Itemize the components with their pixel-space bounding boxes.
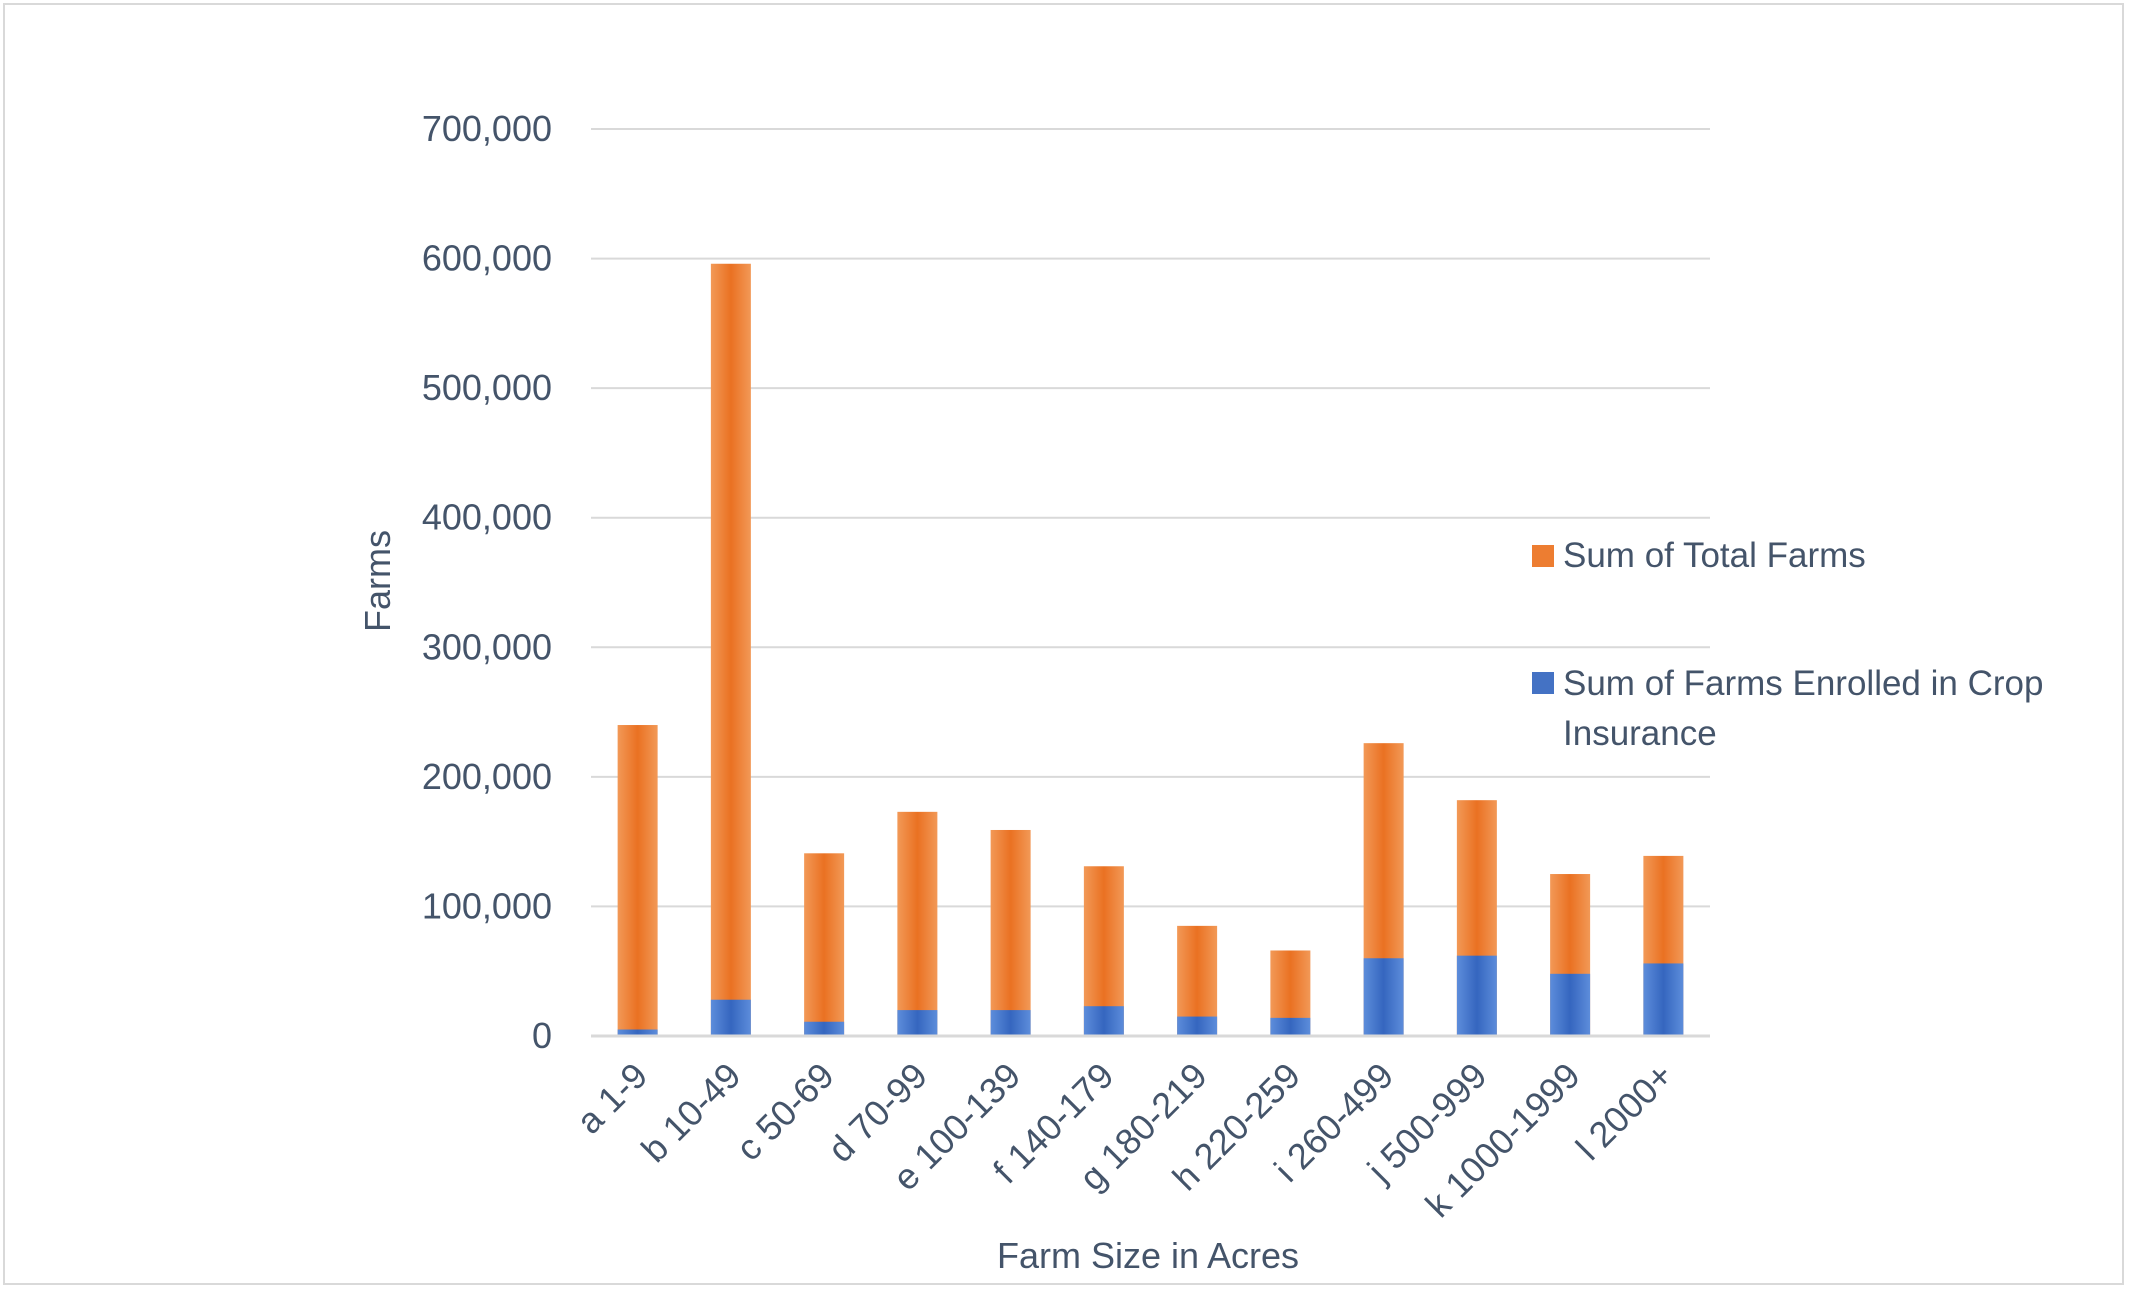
bar-enrolled-farms — [710, 999, 751, 1036]
y-tick-label: 400,000 — [422, 497, 552, 538]
y-axis-tick-labels: 0 100,000 200,000 300,000 400,000 500,000 600,… — [422, 108, 552, 1056]
legend-label-enrolled-line1: Sum of Farms Enrolled in Crop — [1563, 664, 2043, 703]
x-axis-title: Farm Size in Acres — [997, 1235, 1299, 1276]
x-tick-label: c 50-69 — [728, 1055, 842, 1169]
bar-enrolled-farms — [1363, 958, 1404, 1036]
y-tick-label: 0 — [532, 1015, 552, 1056]
bar-total-farms — [617, 725, 658, 1036]
x-tick-label: b 10-49 — [633, 1055, 748, 1170]
legend-label-total-farms: Sum of Total Farms — [1563, 536, 1866, 575]
y-tick-label: 600,000 — [422, 238, 552, 279]
y-tick-label: 700,000 — [422, 108, 552, 149]
legend: Sum of Total Farms Sum of Farms Enrolled… — [1532, 536, 2043, 753]
bar-total-farms — [804, 853, 845, 1036]
bar-enrolled-farms — [897, 1010, 938, 1036]
bar-total-farms — [710, 263, 751, 1036]
bar-total-farms — [990, 829, 1031, 1036]
bar-enrolled-farms — [1456, 955, 1497, 1036]
legend-swatch-enrolled-farms — [1532, 672, 1554, 694]
bar-enrolled-farms — [1083, 1006, 1124, 1036]
y-tick-label: 300,000 — [422, 626, 552, 667]
bar-enrolled-farms — [804, 1021, 845, 1036]
x-tick-label: a 1-9 — [568, 1055, 655, 1142]
y-tick-label: 100,000 — [422, 885, 552, 926]
bars — [617, 263, 1684, 1036]
y-axis-title: Farms — [357, 530, 398, 632]
legend-label-enrolled-line2: Insurance — [1563, 714, 1717, 753]
bar-enrolled-farms — [990, 1010, 1031, 1036]
gridlines — [591, 128, 1710, 908]
y-tick-label: 500,000 — [422, 367, 552, 408]
legend-swatch-total-farms — [1532, 545, 1554, 567]
bar-enrolled-farms — [1550, 973, 1591, 1036]
x-tick-label: l 2000+ — [1568, 1055, 1681, 1168]
bar-enrolled-farms — [617, 1029, 658, 1036]
bar-total-farms — [897, 811, 938, 1036]
bar-enrolled-farms — [1177, 1016, 1218, 1036]
y-tick-label: 200,000 — [422, 756, 552, 797]
bar-enrolled-farms — [1270, 1017, 1311, 1036]
bar-enrolled-farms — [1643, 963, 1684, 1036]
chart-frame — [3, 3, 2124, 1285]
